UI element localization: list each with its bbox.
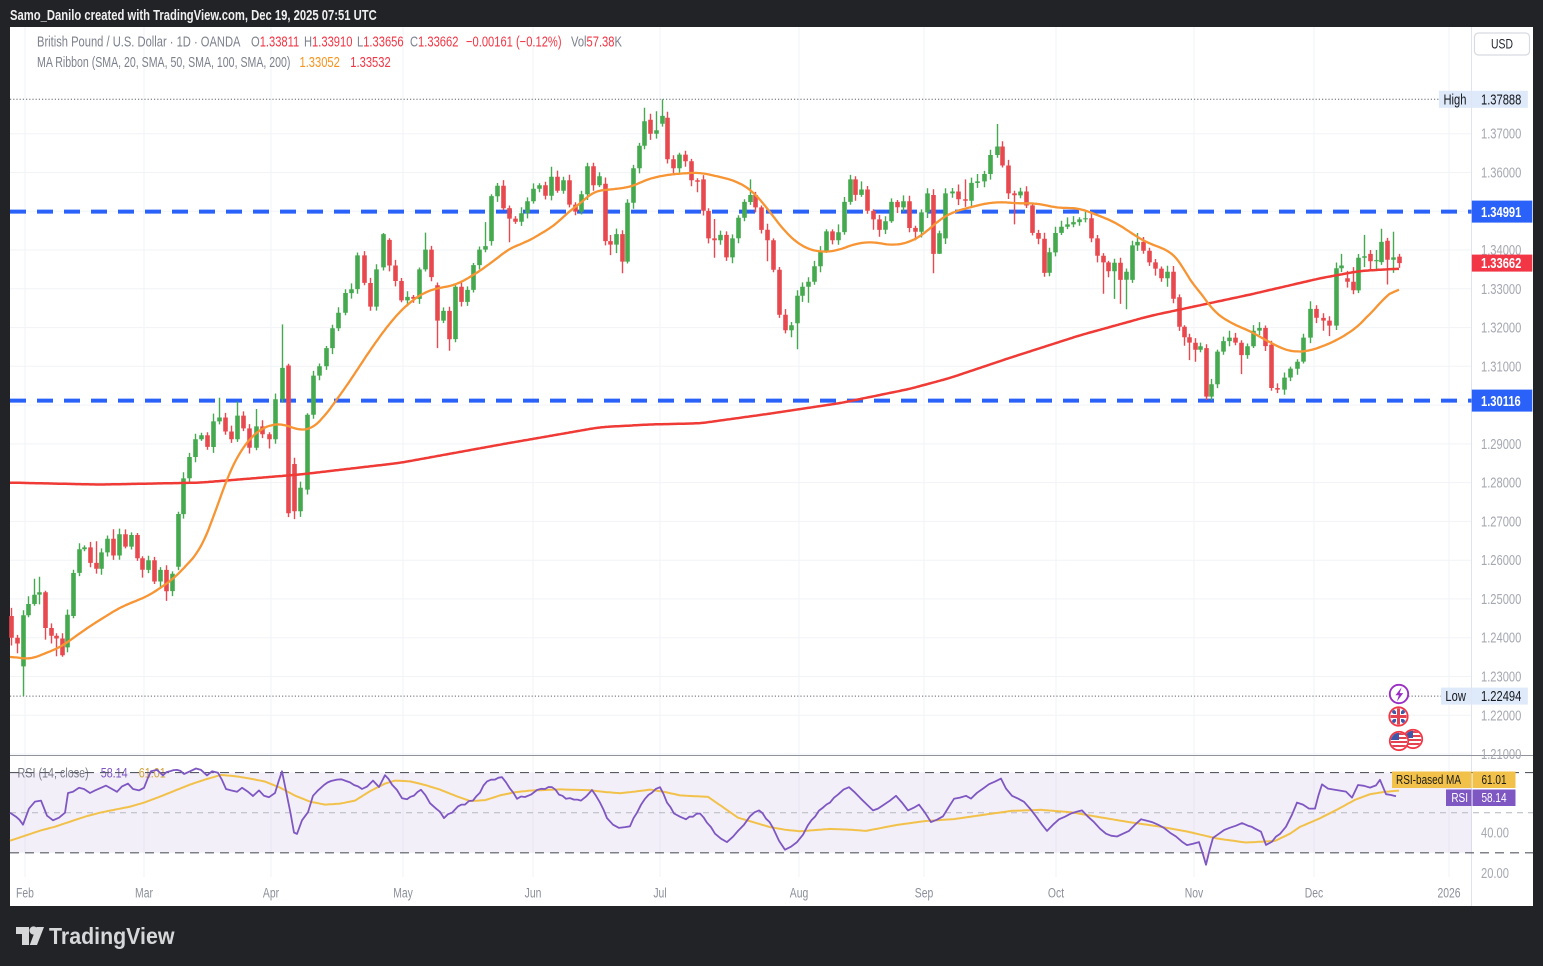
svg-text:High: High [1444, 91, 1467, 108]
svg-text:TradingView: TradingView [49, 923, 175, 949]
svg-text:Nov: Nov [1185, 885, 1203, 901]
svg-text:C1.33662: C1.33662 [410, 33, 458, 50]
svg-text:61.01: 61.01 [1481, 773, 1506, 788]
svg-text:Samo_Danilo created with Tradi: Samo_Danilo created with TradingView.com… [10, 6, 377, 23]
svg-text:Vol57.38K: Vol57.38K [571, 33, 622, 50]
svg-text:1.37888: 1.37888 [1481, 91, 1521, 108]
svg-text:1.32000: 1.32000 [1481, 319, 1521, 336]
svg-text:O1.33811: O1.33811 [251, 33, 299, 50]
svg-text:1.34000: 1.34000 [1481, 242, 1521, 259]
svg-text:Jun: Jun [525, 885, 542, 901]
svg-text:1.31000: 1.31000 [1481, 358, 1521, 375]
svg-text:2026: 2026 [1437, 885, 1460, 901]
svg-text:−0.00161 (−0.12%): −0.00161 (−0.12%) [466, 33, 562, 50]
svg-text:1.33662: 1.33662 [1481, 255, 1521, 272]
svg-text:20.00: 20.00 [1481, 864, 1509, 881]
svg-text:Apr: Apr [263, 885, 279, 901]
svg-text:1.22000: 1.22000 [1481, 707, 1521, 724]
svg-text:1.24000: 1.24000 [1481, 629, 1521, 646]
svg-text:MA Ribbon (SMA, 20, SMA, 50, S: MA Ribbon (SMA, 20, SMA, 50, SMA, 100, S… [37, 54, 290, 70]
svg-text:RSI (14, close): RSI (14, close) [18, 765, 89, 781]
svg-text:1.21000: 1.21000 [1481, 746, 1521, 763]
svg-text:1.29000: 1.29000 [1481, 435, 1521, 452]
svg-text:Dec: Dec [1305, 885, 1323, 901]
svg-text:Low: Low [1445, 688, 1466, 705]
svg-text:Oct: Oct [1048, 885, 1065, 901]
svg-text:Sep: Sep [915, 885, 934, 901]
svg-text:1.34991: 1.34991 [1481, 204, 1521, 221]
svg-text:Mar: Mar [135, 885, 153, 901]
svg-text:1.33000: 1.33000 [1481, 280, 1521, 297]
svg-text:58.14: 58.14 [1481, 791, 1507, 806]
svg-text:1.36000: 1.36000 [1481, 164, 1521, 181]
svg-text:1.27000: 1.27000 [1481, 513, 1521, 530]
svg-text:58.14: 58.14 [101, 765, 128, 781]
svg-text:1.33052: 1.33052 [300, 54, 340, 71]
svg-text:1.37000: 1.37000 [1481, 125, 1521, 142]
svg-text:L1.33656: L1.33656 [357, 33, 404, 50]
svg-text:1.33532: 1.33532 [350, 54, 390, 71]
svg-text:1.28000: 1.28000 [1481, 474, 1521, 491]
svg-text:USD: USD [1491, 36, 1513, 52]
svg-text:1.22494: 1.22494 [1481, 688, 1521, 705]
svg-text:RSI-based MA: RSI-based MA [1396, 773, 1461, 788]
svg-text:May: May [393, 885, 413, 901]
svg-text:1.25000: 1.25000 [1481, 590, 1521, 607]
svg-text:Aug: Aug [790, 885, 808, 901]
svg-text:40.00: 40.00 [1481, 824, 1509, 841]
svg-text:1.23000: 1.23000 [1481, 668, 1521, 685]
svg-text:British Pound / U.S. Dollar ·: British Pound / U.S. Dollar · 1D · OANDA [37, 33, 241, 50]
svg-text:1.30116: 1.30116 [1481, 393, 1521, 410]
svg-text:H1.33910: H1.33910 [304, 33, 352, 50]
svg-text:1.26000: 1.26000 [1481, 552, 1521, 569]
svg-text:Feb: Feb [16, 885, 34, 901]
svg-text:Jul: Jul [653, 885, 666, 901]
svg-text:RSI: RSI [1451, 791, 1468, 806]
